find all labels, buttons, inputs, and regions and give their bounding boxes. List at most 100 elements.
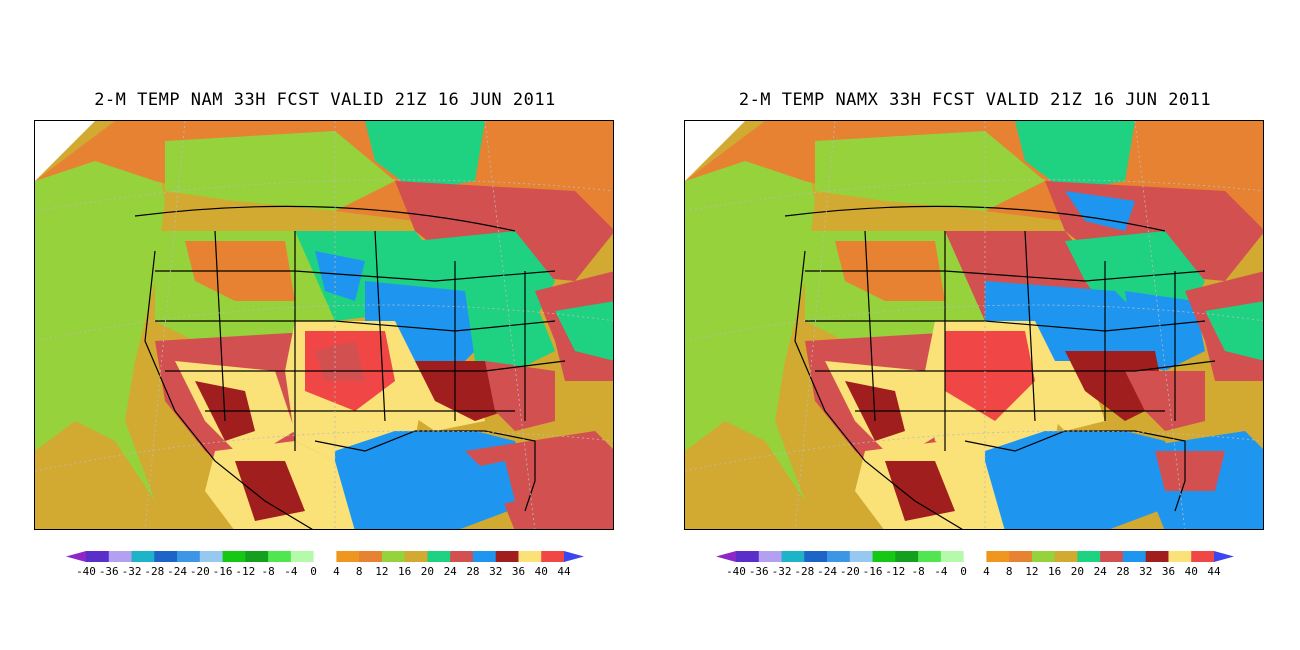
colorbar-label: 44 [557, 565, 571, 578]
colorbar-label: 32 [489, 565, 503, 578]
colorbar-swatch [313, 551, 337, 562]
colorbar-swatch [1122, 551, 1147, 562]
colorbar-label: 4 [983, 565, 990, 578]
colorbar [716, 551, 1234, 562]
colorbar-swatch [963, 551, 987, 562]
colorbar-label: -36 [748, 565, 769, 578]
colorbar-swatch [1077, 551, 1101, 562]
colorbar-swatch [1054, 551, 1078, 562]
panel-title: 2-M TEMP NAMX 33H FCST VALID 21Z 16 JUN … [738, 90, 1212, 110]
colorbar-swatch [940, 551, 965, 562]
colorbar-label: -40 [76, 565, 96, 578]
colorbar-swatch [1145, 551, 1169, 562]
colorbar-low-end [716, 551, 736, 562]
colorbar-label: -20 [839, 565, 860, 578]
colorbar-label: 28 [466, 565, 480, 578]
panel-nam: 2-M TEMP NAM 33H FCST VALID 21Z 16 JUN 2… [0, 90, 650, 579]
colorbar-label: 16 [398, 565, 412, 578]
colorbar-label: -40 [726, 565, 746, 578]
colorbar-label: 40 [1184, 565, 1198, 578]
colorbar-high-end [564, 551, 584, 562]
colorbar-label: 28 [1116, 565, 1130, 578]
colorbar-swatch [404, 551, 428, 562]
colorbar-label: -16 [862, 565, 883, 578]
colorbar-label: 20 [1070, 565, 1085, 578]
map-graphic [685, 121, 1263, 529]
colorbar-swatch [1100, 551, 1124, 562]
colorbar-label: -24 [167, 565, 187, 578]
map-graphic [35, 121, 613, 529]
colorbar-label: -24 [817, 565, 837, 578]
colorbar-swatch [450, 551, 474, 562]
colorbar-label: 4 [333, 565, 340, 578]
colorbar-swatch [804, 551, 828, 562]
colorbar-label: 24 [443, 565, 457, 578]
colorbar-swatch [427, 551, 451, 562]
colorbar-swatch [472, 551, 497, 562]
colorbar-swatch [541, 551, 565, 562]
colorbar-swatch [781, 551, 805, 562]
colorbar-label: 20 [420, 565, 435, 578]
colorbar-swatch [290, 551, 315, 562]
colorbar-label: -32 [771, 565, 792, 578]
colorbar-label: -8 [261, 565, 275, 578]
colorbar-swatch [518, 551, 542, 562]
temperature-map [684, 120, 1264, 530]
temperature-map [34, 120, 614, 530]
colorbar-swatch [1009, 551, 1033, 562]
colorbar-labels: -40 -36 -32 -28 -24 -20 -16 -12 -8 -4 0 4 8 12 16 20 24 2… [650, 565, 1300, 579]
colorbar-swatch [199, 551, 224, 562]
colorbar-label: 0 [960, 565, 967, 578]
colorbar-swatch [872, 551, 896, 562]
colorbar-label: 40 [534, 565, 548, 578]
colorbar-swatch [1168, 551, 1192, 562]
colorbar [66, 551, 584, 562]
colorbar-label: 0 [310, 565, 317, 578]
colorbar-swatch [336, 551, 360, 562]
colorbar-swatch [895, 551, 919, 562]
colorbar-label: -16 [212, 565, 233, 578]
colorbar-low-end [66, 551, 86, 562]
colorbar-label: 44 [1207, 565, 1221, 578]
colorbar-label: 24 [1093, 565, 1107, 578]
colorbar-label: -12 [235, 565, 256, 578]
colorbar-swatch [359, 551, 383, 562]
colorbar-swatch [131, 551, 155, 562]
colorbar-labels: -40 -36 -32 -28 -24 -20 -16 -12 -8 -4 0 4 8 12 16 20 24 2… [0, 565, 650, 579]
colorbar-swatch [177, 551, 201, 562]
colorbar-swatch [268, 551, 292, 562]
colorbar-swatch [1191, 551, 1215, 562]
colorbar-swatch [495, 551, 519, 562]
colorbar-label: 8 [1005, 565, 1013, 578]
panel-title: 2-M TEMP NAM 33H FCST VALID 21Z 16 JUN 2… [94, 90, 556, 110]
colorbar-label: 36 [1161, 565, 1176, 578]
colorbar-label: -4 [934, 565, 948, 578]
colorbar-swatch [758, 551, 783, 562]
colorbar-label: -28 [794, 565, 815, 578]
colorbar-swatch [918, 551, 942, 562]
colorbar-label: -12 [885, 565, 906, 578]
colorbar-swatch [222, 551, 246, 562]
colorbar-swatch [827, 551, 851, 562]
colorbar-swatch [849, 551, 874, 562]
colorbar-swatch [245, 551, 269, 562]
colorbar-swatch [1031, 551, 1056, 562]
colorbar-label: 12 [375, 565, 389, 578]
colorbar-swatch [736, 551, 760, 562]
colorbar-swatch [154, 551, 178, 562]
colorbar-label: 32 [1139, 565, 1153, 578]
colorbar-label: 8 [355, 565, 363, 578]
colorbar-label: -8 [911, 565, 925, 578]
colorbar-swatch [86, 551, 110, 562]
colorbar-label: -28 [144, 565, 165, 578]
panel-namx: 2-M TEMP NAMX 33H FCST VALID 21Z 16 JUN … [650, 0, 1300, 650]
colorbar-label: -32 [121, 565, 142, 578]
colorbar-label: 36 [511, 565, 526, 578]
colorbar-swatch [986, 551, 1010, 562]
colorbar-label: -36 [98, 565, 119, 578]
colorbar-swatch [108, 551, 133, 562]
colorbar-label: -4 [284, 565, 298, 578]
colorbar-swatch [381, 551, 406, 562]
colorbar-label: 16 [1048, 565, 1062, 578]
colorbar-label: -20 [189, 565, 210, 578]
